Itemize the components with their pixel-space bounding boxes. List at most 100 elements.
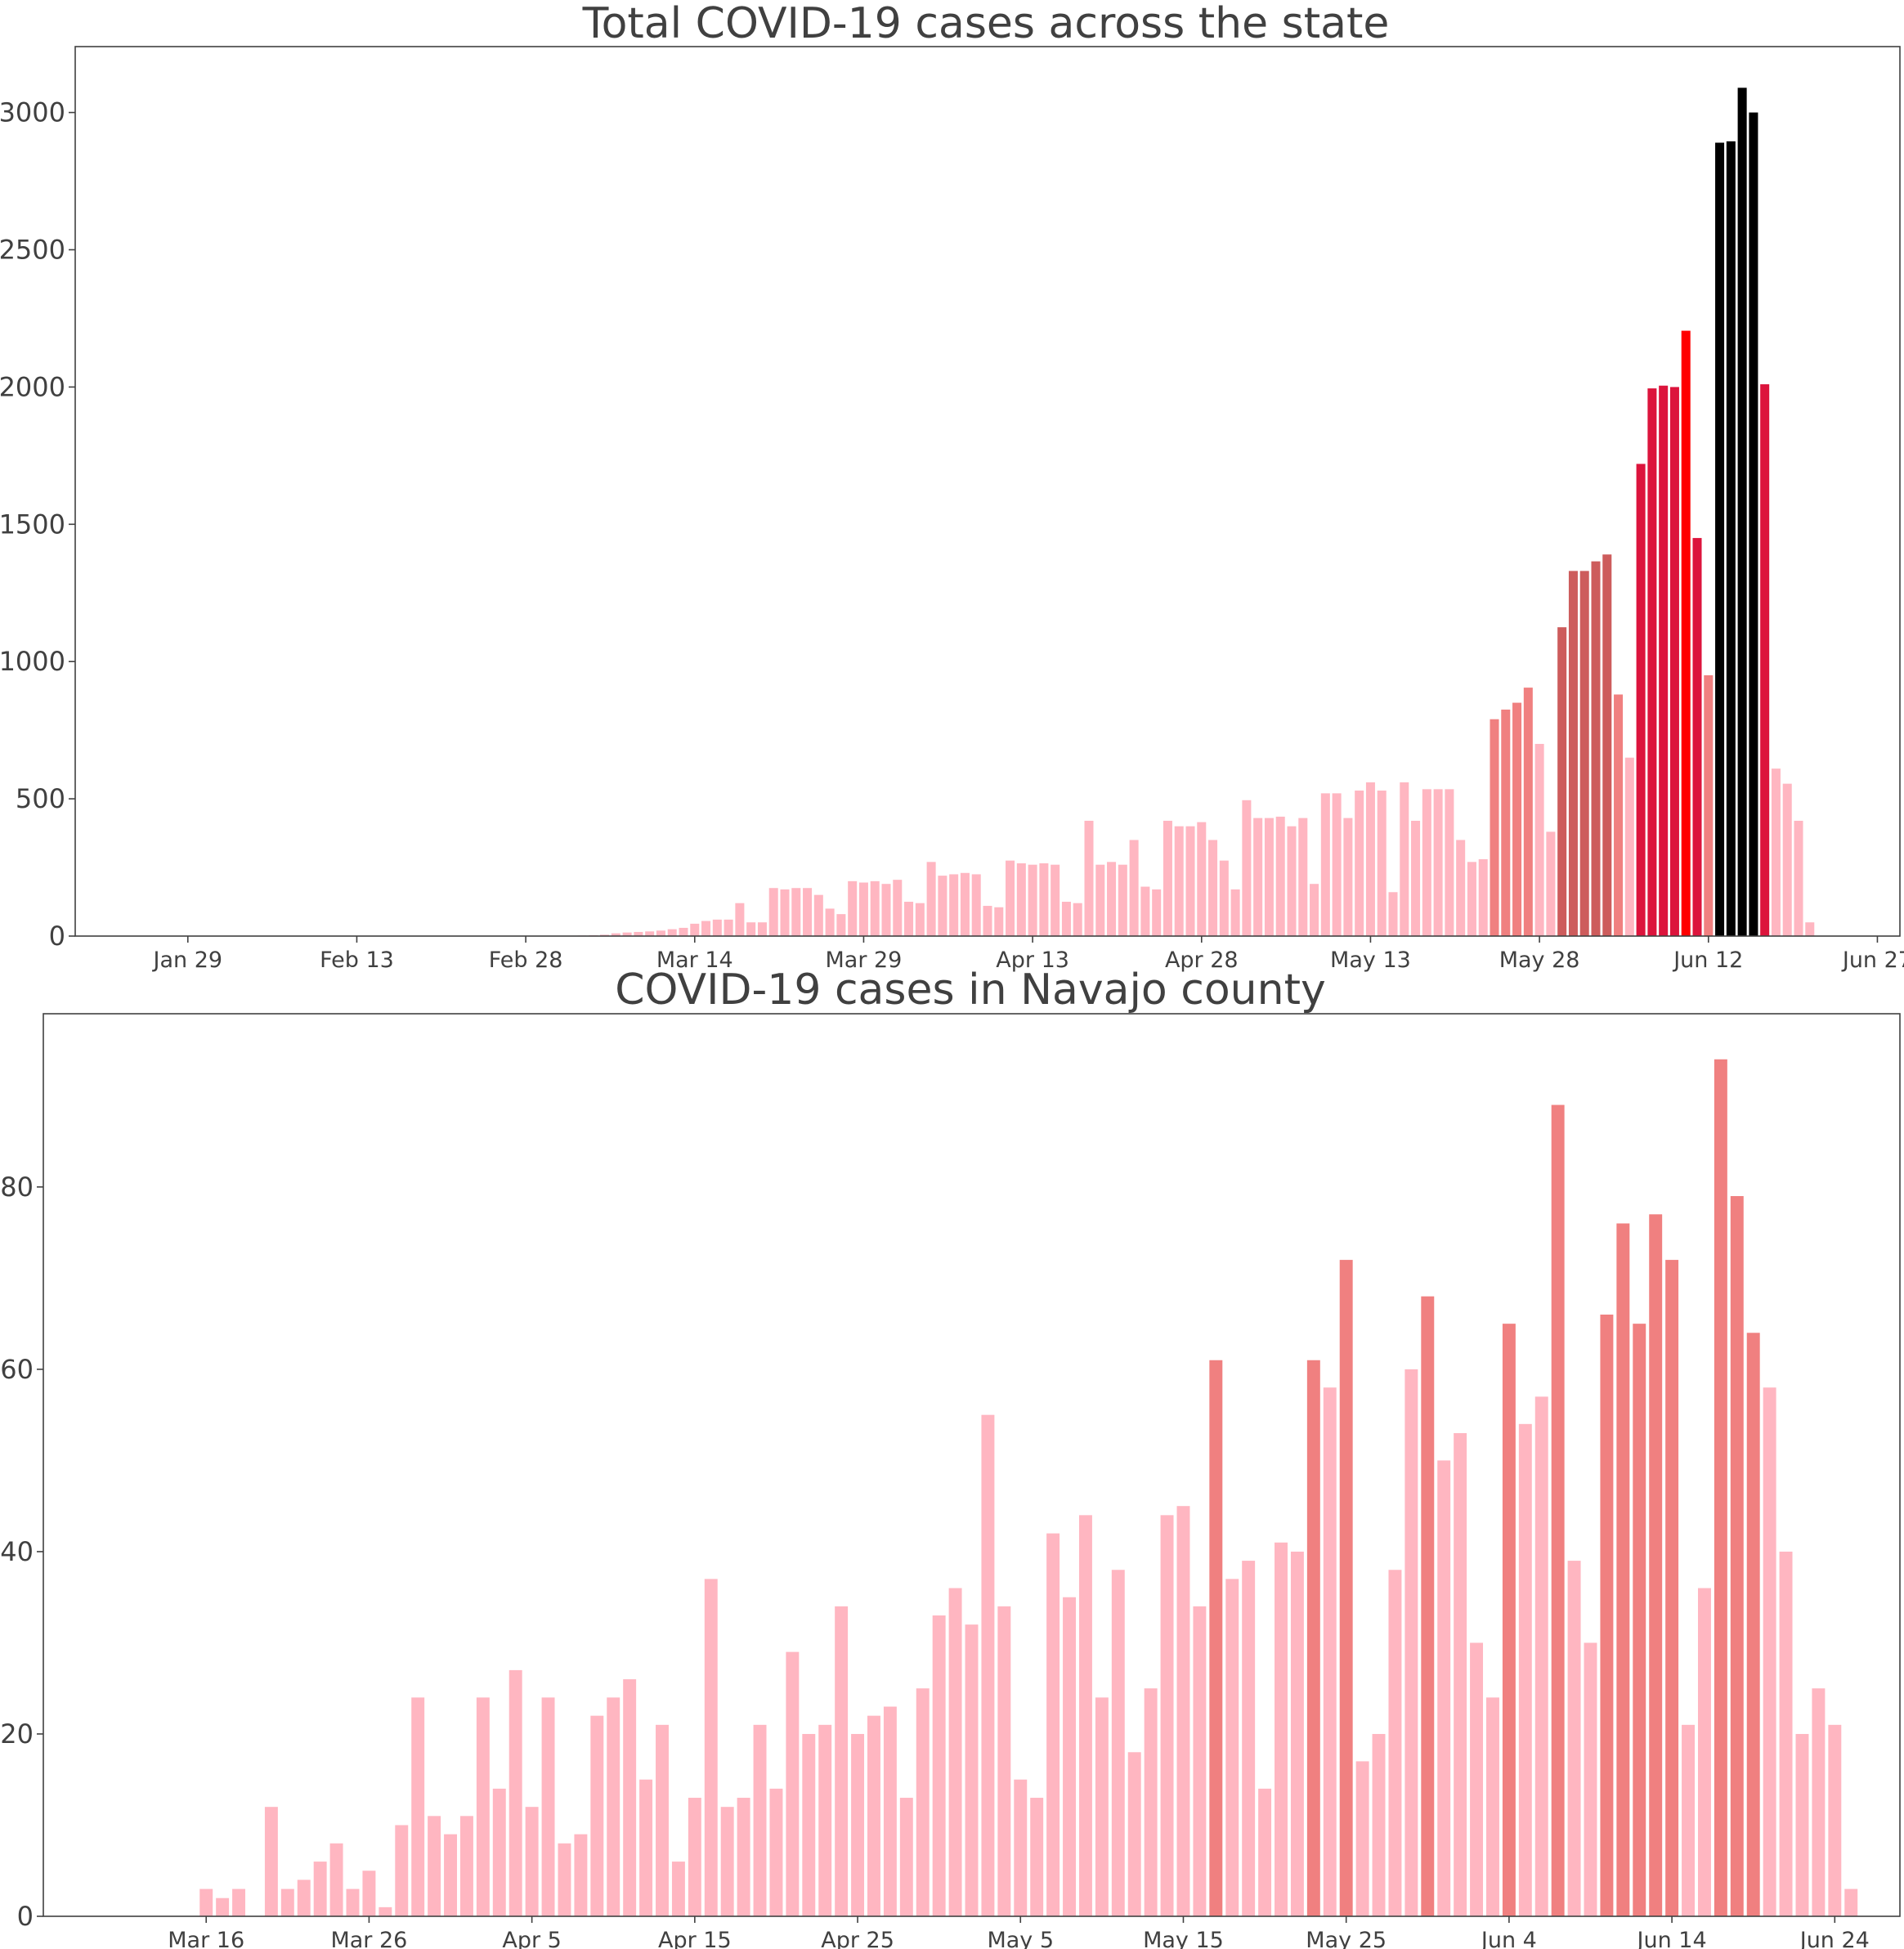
state-bar [949,874,959,936]
state-bar [848,880,858,936]
navajo-bar [395,1825,409,1916]
state-xtick-label: Apr 28 [1165,948,1239,973]
navajo-xtick-label: Apr 25 [821,1928,894,1949]
navajo-bar [1616,1223,1630,1916]
state-xtick-label: Mar 14 [656,948,733,973]
navajo-bar [753,1724,767,1916]
state-bar [1107,862,1117,936]
state-bar [600,934,610,936]
state-ytick-label: 500 [16,783,65,814]
navajo-bar [639,1779,653,1916]
state-bar [1546,831,1556,936]
state-bar [656,930,665,936]
navajo-ytick-label: 40 [0,1536,34,1567]
navajo-ytick-label: 80 [0,1172,34,1203]
navajo-bar [216,1897,230,1916]
state-xtick-label: Mar 29 [825,948,902,973]
navajo-xtick-label: Jun 4 [1480,1928,1537,1949]
navajo-bar [232,1889,246,1916]
state-ytick-label: 1000 [0,646,65,677]
state-bar [1039,863,1049,936]
navajo-cases-panel: COVID-19 cases in Navajo county Mar 16 Ma… [0,966,1901,1949]
navajo-bar [1600,1315,1614,1916]
state-bar [1264,818,1274,936]
state-bar [994,907,1004,936]
navajo-bar [280,1889,294,1916]
state-bar [1118,864,1127,936]
state-ytick-label: 3000 [0,97,65,128]
navajo-bar [1290,1551,1304,1916]
state-bar [622,932,632,936]
state-xtick-label: Jan 29 [151,948,222,973]
state-bar [1365,782,1375,936]
navajo-bar [1176,1506,1190,1916]
state-bar [1669,387,1679,936]
navajo-xtick-label: Mar 26 [330,1928,407,1949]
navajo-bar [623,1679,637,1916]
state-ytick-label: 2500 [0,234,65,265]
navajo-bar [899,1798,913,1916]
state-bar [1343,818,1353,936]
state-bar [1388,892,1398,936]
state-ytick-label: 1500 [0,509,65,540]
navajo-bar [313,1862,327,1916]
state-bar [1681,330,1691,936]
state-bar [1129,840,1139,936]
navajo-bar [867,1715,880,1916]
navajo-bar [1437,1460,1451,1916]
state-bar [1591,561,1601,936]
state-bar [983,906,992,936]
navajo-ytick-label: 0 [17,1901,34,1932]
navajo-bar [688,1798,701,1916]
state-bar [1061,902,1071,936]
navajo-bar [1063,1597,1076,1916]
navajo-bar [1502,1324,1516,1916]
navajo-bar [1454,1432,1467,1916]
navajo-bar [1763,1387,1776,1916]
state-bar [1051,864,1060,936]
navajo-bar [1828,1724,1842,1916]
state-bar [768,888,778,936]
state-bar [1197,822,1207,936]
navajo-bar [1795,1733,1809,1916]
state-bar [1253,818,1263,936]
state-bar [1692,538,1702,936]
navajo-bar [1812,1688,1826,1916]
navajo-bar [1160,1515,1174,1916]
state-bar [712,919,722,936]
state-bar [780,889,790,936]
navajo-bar [1730,1196,1744,1916]
navajo-bar [1127,1752,1141,1916]
state-bar [1230,889,1240,936]
navajo-bar [1518,1423,1532,1916]
state-bar [1512,702,1522,936]
navajo-bar [346,1889,360,1916]
navajo-ytick-label: 60 [0,1354,34,1385]
state-bar [1579,571,1589,936]
navajo-xtick-label: May 25 [1306,1928,1387,1949]
state-bar [1028,864,1037,936]
navajo-bar [379,1906,392,1916]
navajo-bar [1665,1260,1679,1916]
state-bar [1760,384,1770,936]
navajo-bar [428,1816,441,1916]
state-bar [1534,743,1544,936]
state-bar [1377,791,1387,936]
navajo-bar [607,1697,620,1916]
state-x-axis: Jan 29 Feb 13 Feb 28 Mar 14 Mar 29 Apr 13 Apr … [151,936,1904,973]
navajo-bar [1014,1779,1028,1916]
navajo-bar [362,1871,376,1916]
navajo-bar [411,1697,425,1916]
navajo-bar [1111,1570,1125,1916]
navajo-bar [476,1697,490,1916]
state-bar [1624,757,1634,936]
navajo-xtick-label: Apr 15 [658,1928,732,1949]
state-bar [825,908,835,936]
navajo-bar [1534,1396,1548,1916]
state-bar [1456,840,1466,936]
state-xtick-label: May 13 [1330,948,1411,973]
state-bar [1490,719,1499,936]
state-bar [690,923,700,936]
state-bar [836,914,846,936]
